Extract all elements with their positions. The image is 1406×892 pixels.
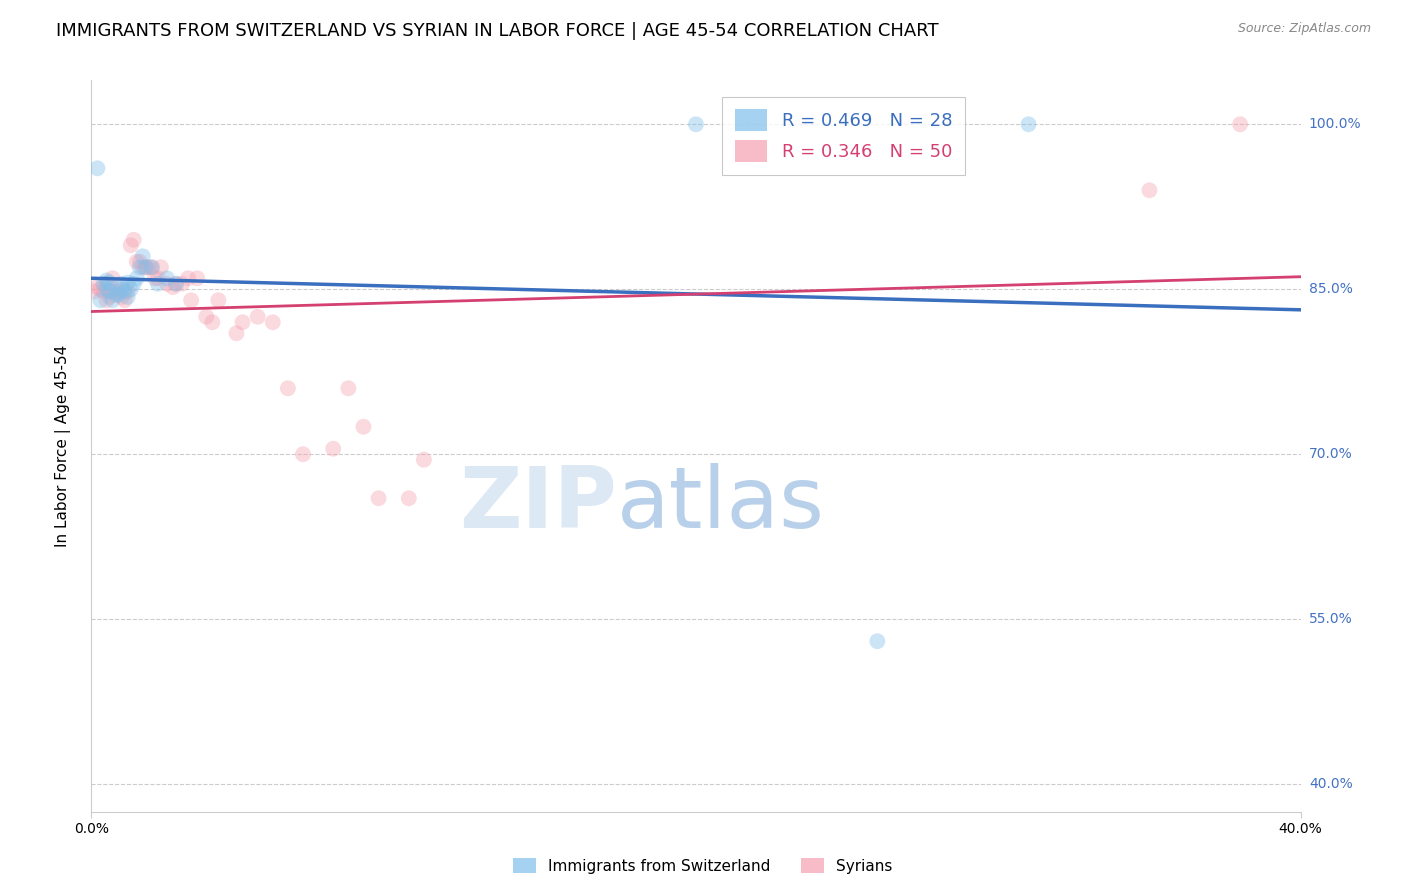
Point xyxy=(207,293,229,308)
Point xyxy=(138,260,160,275)
Point xyxy=(246,310,269,324)
Point xyxy=(1018,117,1040,131)
Point xyxy=(122,277,145,291)
Point xyxy=(132,249,155,263)
Text: 55.0%: 55.0% xyxy=(1309,612,1353,626)
Point xyxy=(413,452,436,467)
Point xyxy=(322,442,344,456)
Point xyxy=(195,310,218,324)
Point xyxy=(231,315,253,329)
Point xyxy=(114,293,136,308)
Legend: R = 0.469   N = 28, R = 0.346   N = 50: R = 0.469 N = 28, R = 0.346 N = 50 xyxy=(723,96,965,175)
Point xyxy=(93,285,115,299)
Text: 85.0%: 85.0% xyxy=(1309,282,1353,296)
Point xyxy=(96,277,118,291)
Point xyxy=(104,287,127,301)
Point xyxy=(132,260,155,275)
Point xyxy=(398,491,420,506)
Point xyxy=(128,260,150,275)
Point xyxy=(186,271,208,285)
Point xyxy=(83,285,105,299)
Point xyxy=(141,260,163,275)
Point xyxy=(114,285,136,299)
Text: IMMIGRANTS FROM SWITZERLAND VS SYRIAN IN LABOR FORCE | AGE 45-54 CORRELATION CHA: IMMIGRANTS FROM SWITZERLAND VS SYRIAN IN… xyxy=(56,22,939,40)
Point xyxy=(277,381,299,395)
Point xyxy=(104,285,127,299)
Point xyxy=(172,277,194,291)
Point xyxy=(146,271,169,285)
Point xyxy=(128,254,150,268)
Point xyxy=(86,280,108,294)
Point xyxy=(180,293,202,308)
Point xyxy=(156,277,179,291)
Point xyxy=(201,315,224,329)
Legend: Immigrants from Switzerland, Syrians: Immigrants from Switzerland, Syrians xyxy=(508,852,898,880)
Point xyxy=(117,290,139,304)
Point xyxy=(111,290,132,304)
Point xyxy=(1139,183,1161,197)
Point xyxy=(89,293,111,308)
Point xyxy=(98,290,121,304)
Text: 70.0%: 70.0% xyxy=(1309,447,1353,461)
Point xyxy=(162,280,184,294)
Point xyxy=(165,277,187,291)
Point xyxy=(101,293,124,308)
Point xyxy=(122,233,145,247)
Text: 100.0%: 100.0% xyxy=(1309,117,1361,131)
Point xyxy=(96,273,118,287)
Point xyxy=(143,271,166,285)
Point xyxy=(86,161,108,176)
Point xyxy=(292,447,315,461)
Point xyxy=(149,260,172,275)
Point xyxy=(141,260,163,275)
Point xyxy=(156,271,179,285)
Point xyxy=(262,315,284,329)
Point xyxy=(96,282,118,296)
Point xyxy=(117,276,139,290)
Point xyxy=(120,282,142,296)
Point xyxy=(177,271,200,285)
Point xyxy=(107,287,129,301)
Point xyxy=(135,260,157,275)
Point xyxy=(111,277,132,291)
Text: ZIP: ZIP xyxy=(460,463,617,546)
Point xyxy=(225,326,247,341)
Point xyxy=(98,276,121,290)
Y-axis label: In Labor Force | Age 45-54: In Labor Force | Age 45-54 xyxy=(55,345,70,547)
Point xyxy=(111,282,132,296)
Point xyxy=(146,277,169,291)
Point xyxy=(89,282,111,296)
Point xyxy=(866,634,889,648)
Point xyxy=(107,285,129,299)
Point xyxy=(114,282,136,296)
Point xyxy=(337,381,360,395)
Point xyxy=(165,277,187,291)
Point xyxy=(117,285,139,299)
Point xyxy=(93,277,115,291)
Point xyxy=(685,117,707,131)
Point xyxy=(125,271,148,285)
Point xyxy=(98,285,121,299)
Point xyxy=(135,260,157,275)
Point xyxy=(101,271,124,285)
Point xyxy=(120,238,142,252)
Point xyxy=(1229,117,1251,131)
Text: atlas: atlas xyxy=(617,463,825,546)
Point xyxy=(96,293,118,308)
Text: Source: ZipAtlas.com: Source: ZipAtlas.com xyxy=(1237,22,1371,36)
Point xyxy=(352,419,374,434)
Point xyxy=(98,285,121,299)
Text: 40.0%: 40.0% xyxy=(1309,777,1353,791)
Point xyxy=(367,491,389,506)
Point xyxy=(125,254,148,268)
